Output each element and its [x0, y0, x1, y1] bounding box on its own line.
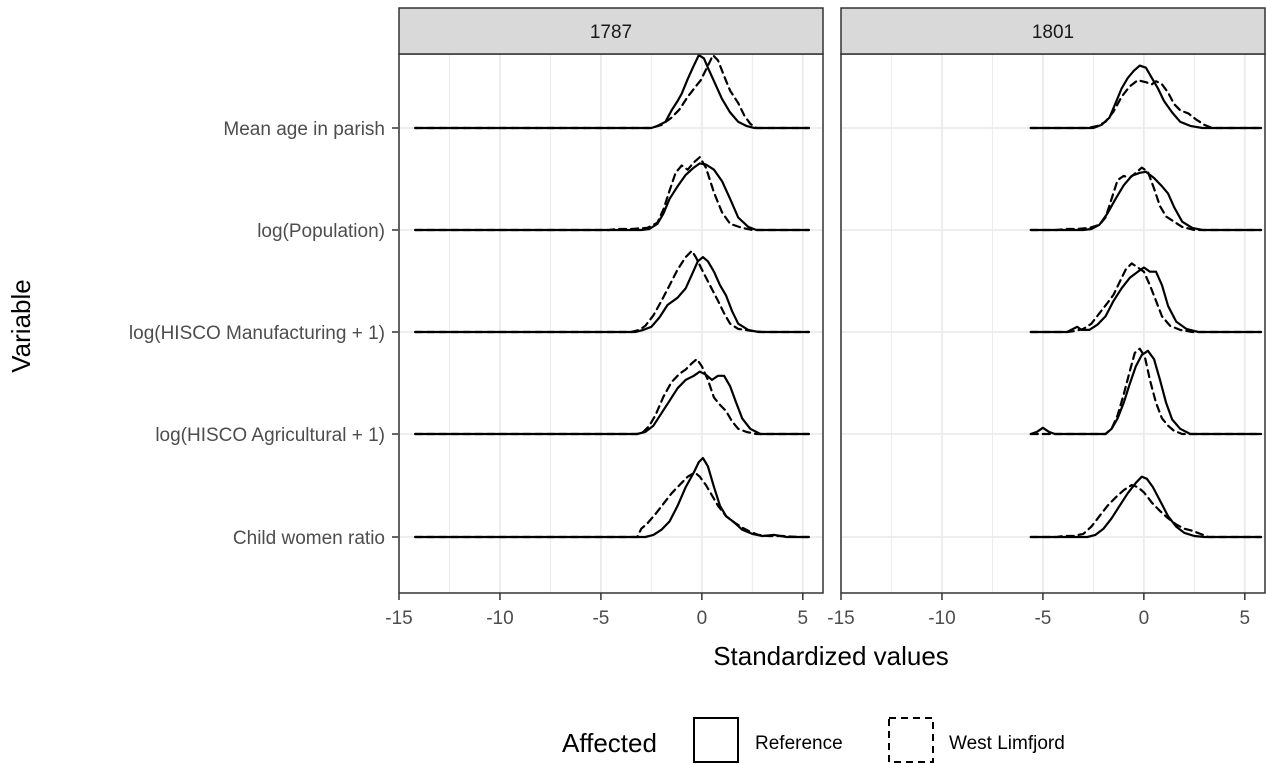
x-tick-label: 5: [1240, 608, 1251, 629]
y-tick-label-log-hisco-manufacturing-1: log(HISCO Manufacturing + 1): [129, 323, 385, 344]
panel-1787: 1787 -15 -10 -5 0 5: [385, 7, 824, 629]
ridge-child-women-ratio: [1029, 475, 1263, 539]
y-tick-label-child-women-ratio: Child women ratio: [233, 528, 385, 549]
legend-label-reference: Reference: [755, 733, 843, 754]
y-tick-label-log-hisco-agricultural-1: log(HISCO Agricultural + 1): [155, 425, 385, 446]
density-line-reference: [414, 54, 810, 130]
x-tick-label: 0: [1139, 608, 1150, 629]
x-axis-ticks: -15 -10 -5 0 5: [827, 593, 1250, 629]
density-line-west-limfjord: [414, 54, 810, 130]
density-line-west-limfjord: [1029, 483, 1263, 539]
density-line-reference: [1029, 64, 1263, 130]
ridge-mean-age-in-parish: [414, 54, 810, 130]
density-line-reference: [414, 256, 810, 334]
facet-strip: [840, 7, 1266, 55]
x-tick-label: 5: [798, 608, 809, 629]
x-axis-ticks: -15 -10 -5 0 5: [385, 593, 808, 629]
density-line-west-limfjord: [1029, 262, 1263, 334]
x-tick-label: -5: [592, 608, 609, 629]
facet-strip: [398, 7, 824, 55]
panels-layer: Mean age in parish log(Population) log(HIS…: [129, 7, 1266, 629]
grid-lines: [840, 54, 1265, 593]
ridge-log-hisco-agricultural-1: [414, 358, 810, 436]
legend-label-west-limfjord: West Limfjord: [949, 733, 1065, 754]
panel-border: [840, 53, 1266, 594]
grid-lines: [398, 54, 823, 593]
density-line-reference: [1029, 170, 1263, 232]
panel-1801: 1801 -15 -10 -5 0 5: [827, 7, 1266, 629]
density-line-west-limfjord: [1029, 347, 1263, 436]
x-tick-label: -15: [385, 608, 412, 629]
x-tick-label: -15: [827, 608, 854, 629]
facet-strip-label: 1801: [1032, 22, 1074, 43]
y-axis-title: Variable: [6, 279, 36, 372]
density-line-reference: [414, 162, 810, 232]
ridge-mean-age-in-parish: [1029, 64, 1263, 130]
legend-title: Affected: [562, 728, 657, 758]
density-line-west-limfjord: [414, 156, 810, 232]
legend: Affected Reference West Limfjord: [562, 717, 1065, 763]
ridge-log-population: [414, 156, 810, 232]
y-tick-label-log-population: log(Population): [257, 221, 385, 242]
density-line-west-limfjord: [1029, 166, 1263, 232]
ridges: [1029, 64, 1263, 539]
ridge-log-hisco-manufacturing-1: [414, 249, 810, 334]
y-tick-label-mean-age-in-parish: Mean age in parish: [223, 119, 385, 140]
y-axis-labels: Mean age in parish log(Population) log(HIS…: [129, 119, 399, 549]
density-line-reference: [414, 456, 810, 539]
ridge-log-hisco-agricultural-1: [1029, 347, 1263, 436]
x-axis-title: Standardized values: [713, 641, 949, 671]
density-line-reference: [1029, 475, 1263, 539]
ridge-child-women-ratio: [414, 456, 810, 539]
ridge-log-hisco-manufacturing-1: [1029, 262, 1263, 334]
density-line-west-limfjord: [414, 358, 810, 436]
density-line-reference: [414, 370, 810, 436]
x-tick-label: -10: [928, 608, 955, 629]
legend-key-west-limfjord: [888, 717, 934, 763]
x-tick-label: -5: [1034, 608, 1051, 629]
legend-key-reference: [693, 717, 739, 763]
facet-strip-label: 1787: [590, 22, 632, 43]
density-line-west-limfjord: [414, 249, 810, 334]
density-line-west-limfjord: [414, 471, 810, 539]
ridge-log-population: [1029, 166, 1263, 232]
x-tick-label: 0: [697, 608, 708, 629]
ridges: [414, 54, 810, 539]
x-tick-label: -10: [486, 608, 513, 629]
panel-border: [398, 53, 824, 594]
density-line-west-limfjord: [1029, 79, 1263, 130]
density-line-reference: [1029, 266, 1263, 334]
density-line-reference: [1029, 349, 1263, 436]
